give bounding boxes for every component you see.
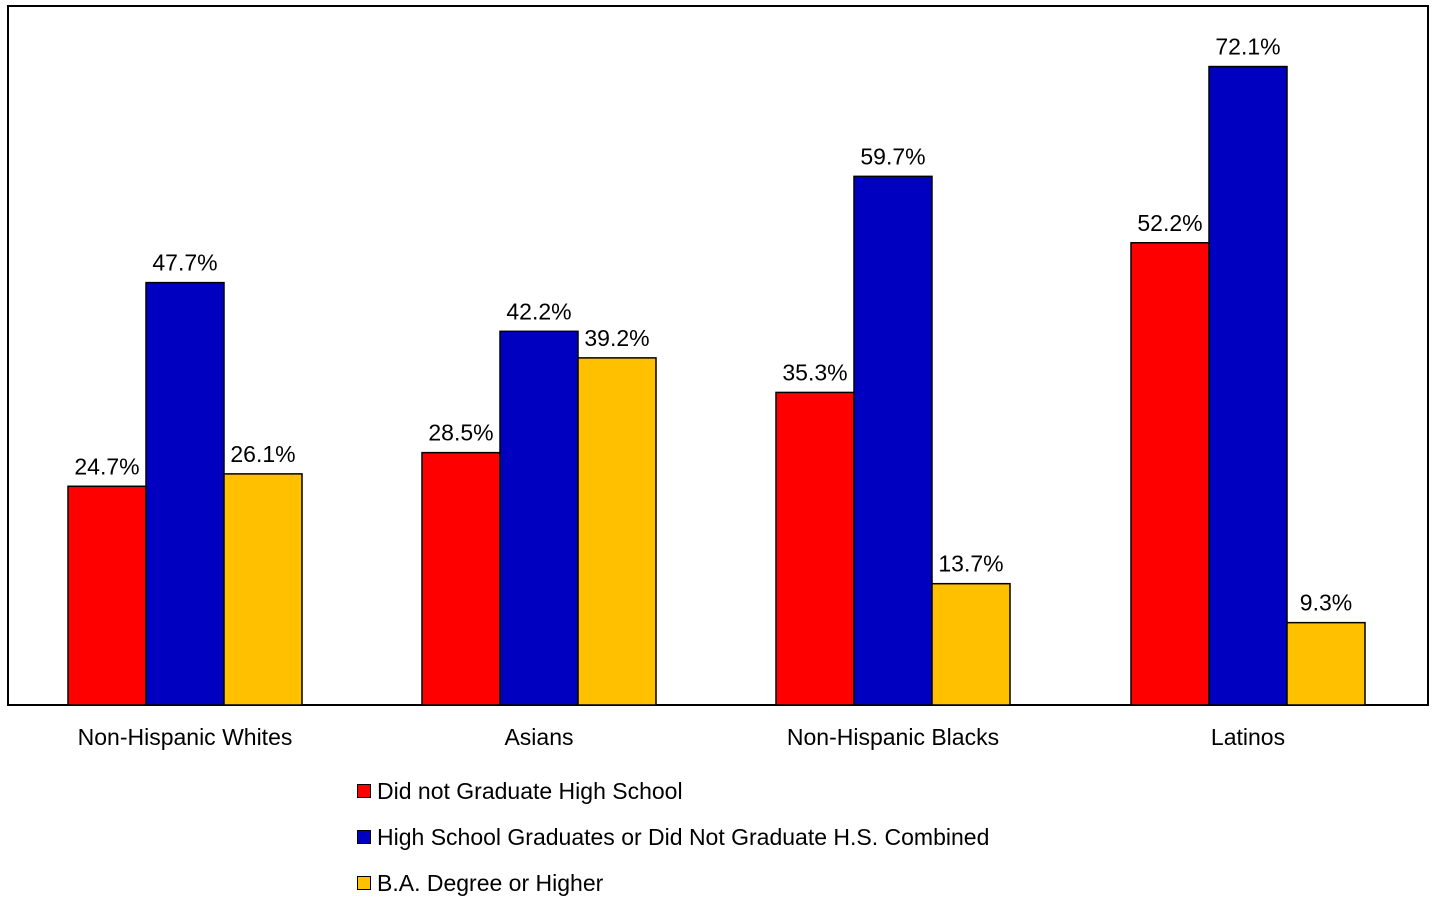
legend-item-ba-degree: B.A. Degree or Higher	[357, 868, 989, 898]
bar-non-hispanic-whites-series-1	[67, 485, 147, 706]
legend-swatch	[357, 876, 371, 890]
data-label-non-hispanic-blacks-series-1: 35.3%	[782, 359, 847, 385]
bar-non-hispanic-whites-series-3	[223, 473, 303, 706]
x-tick-label-latinos: Latinos	[1211, 724, 1285, 750]
legend-label: Did not Graduate High School	[377, 777, 683, 804]
data-label-asians-series-3: 39.2%	[584, 325, 649, 351]
bar-asians-series-2	[499, 330, 579, 706]
legend-swatch	[357, 830, 371, 844]
bar-non-hispanic-blacks-series-1	[775, 391, 855, 706]
x-tick-label-non-hispanic-whites: Non-Hispanic Whites	[78, 724, 293, 750]
legend-swatch	[357, 784, 371, 798]
bar-non-hispanic-whites-series-2	[145, 281, 225, 706]
bar-non-hispanic-blacks-series-3	[931, 582, 1011, 706]
x-tick-label-asians: Asians	[504, 724, 573, 750]
bar-asians-series-3	[577, 357, 657, 706]
data-label-non-hispanic-blacks-series-2: 59.7%	[860, 143, 925, 169]
plot-area-frame	[7, 5, 1429, 706]
bar-latinos-series-1	[1130, 242, 1210, 706]
bar-latinos-series-2	[1208, 65, 1288, 706]
data-labels-layer: 24.7% 47.7% 26.1% 28.5% 42.2% 39.2% 35.3% 59.7%…	[74, 34, 1352, 616]
data-label-latinos-series-3: 9.3%	[1300, 590, 1352, 616]
bar-latinos-series-3	[1286, 621, 1366, 706]
data-label-latinos-series-1: 52.2%	[1137, 210, 1202, 236]
data-label-latinos-series-2: 72.1%	[1215, 34, 1280, 60]
bar-asians-series-1	[421, 451, 501, 706]
data-label-asians-series-1: 28.5%	[428, 420, 493, 446]
bar-non-hispanic-blacks-series-2	[853, 175, 933, 706]
data-label-non-hispanic-whites-series-3: 26.1%	[230, 441, 295, 467]
legend-label: B.A. Degree or Higher	[377, 869, 604, 896]
x-tick-labels-layer: Non-Hispanic Whites Asians Non-Hispanic Bl…	[78, 724, 1285, 750]
legend-item-did-not-graduate: Did not Graduate High School	[357, 776, 989, 806]
bars-layer	[67, 65, 1366, 706]
data-label-non-hispanic-whites-series-1: 24.7%	[74, 453, 139, 479]
legend-item-hs-graduates-combined: High School Graduates or Did Not Graduat…	[357, 822, 989, 852]
legend: Did not Graduate High School High School…	[357, 776, 989, 914]
x-tick-label-non-hispanic-blacks: Non-Hispanic Blacks	[787, 724, 999, 750]
data-label-non-hispanic-whites-series-2: 47.7%	[152, 250, 217, 276]
legend-label: High School Graduates or Did Not Graduat…	[377, 823, 990, 850]
data-label-non-hispanic-blacks-series-3: 13.7%	[938, 551, 1003, 577]
data-label-asians-series-2: 42.2%	[506, 298, 571, 324]
